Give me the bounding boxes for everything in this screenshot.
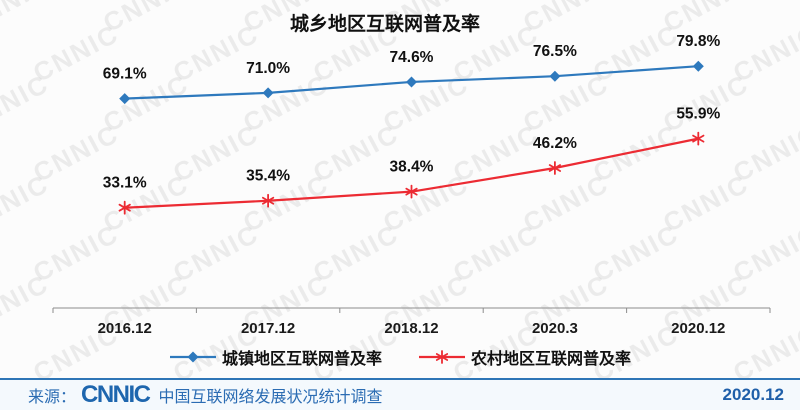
x-axis [52,307,771,313]
asterisk-marker [405,184,418,199]
value-label: 79.8% [676,33,720,50]
diamond-marker [549,70,561,82]
asterisk-marker [692,131,705,146]
report-date: 2020.12 [722,385,784,404]
value-label: 69.1% [103,66,147,83]
value-label: 55.9% [676,106,720,123]
legend-item-0: 城镇地区互联网普及率 [169,345,382,369]
chart-canvas: 2016.12 2017.12 2018.12 2020.3 2020.12 69.1% 7… [52,33,771,337]
x-axis-label: 2018.12 [384,320,438,337]
legend-item-1: 农村地区互联网普及率 [418,345,631,369]
asterisk-marker [261,193,275,208]
value-label: 74.6% [390,49,434,66]
x-axis-label: 2020.3 [532,320,578,337]
source-text: 中国互联网络发展状况统计调查 [158,389,383,406]
x-axis-label: 2020.12 [671,320,725,337]
asterisk-marker [548,161,561,175]
cnnic-logo: CNNIC [81,381,151,408]
asterisk-marker [118,200,131,215]
legend-label: 城镇地区互联网普及率 [221,351,382,368]
source-prefix: 来源： [28,389,77,406]
value-label: 76.5% [533,43,577,60]
legend-diamond-marker-icon [169,351,216,363]
diamond-marker [119,93,131,105]
diamond-marker [262,87,274,99]
legend-label: 农村地区互联网普及率 [471,351,632,368]
diamond-marker [692,60,704,72]
value-label: 38.4% [390,159,434,176]
legend: 城镇地区互联网普及率 农村地区互联网普及率 [0,345,800,369]
source-bar: 来源： CNNIC 中国互联网络发展状况统计调查 2020.12 [0,378,800,410]
legend-asterisk-marker-icon [419,350,465,364]
x-axis-label: 2017.12 [241,320,295,337]
value-label: 35.4% [246,168,290,185]
chart-title: 城乡地区互联网普及率 [289,14,480,35]
x-axis-label: 2016.12 [98,320,152,337]
source-line: 来源： CNNIC 中国互联网络发展状况统计调查 [28,383,383,407]
value-label: 71.0% [246,60,290,77]
value-label: 46.2% [533,135,577,152]
value-label: 33.1% [103,175,147,192]
diamond-marker [406,76,417,88]
